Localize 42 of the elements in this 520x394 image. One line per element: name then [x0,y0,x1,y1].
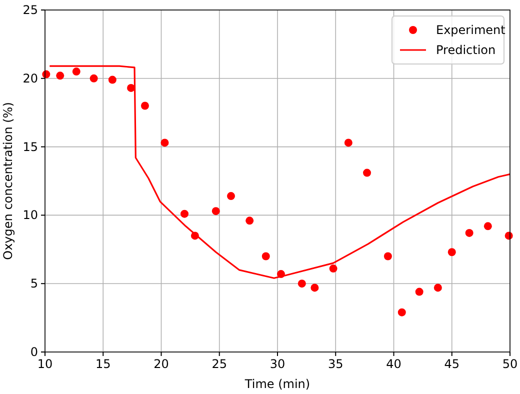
point [298,280,306,288]
point [108,76,116,84]
point [448,248,456,256]
point [72,68,80,76]
point [262,252,270,260]
point [384,252,392,260]
point [227,192,235,200]
line-series [48,65,511,279]
point [160,138,169,147]
y-tick-label: 20 [22,71,38,86]
x-tick-label: 50 [502,357,518,371]
point [363,168,372,177]
point [415,288,424,296]
x-tick-label: 30 [270,357,286,371]
point [246,216,254,225]
x-tick-label: 25 [212,357,228,371]
point [140,102,149,110]
y-tick-label: 5 [30,276,38,291]
x-tick-label: 15 [95,357,111,371]
y-tick-label: 10 [22,208,38,222]
x-tick-label: 35 [328,357,344,371]
point [329,264,338,273]
point [56,72,64,80]
y-tick-label: 0 [30,345,38,359]
point [344,138,352,147]
y-tick-label: 25 [22,3,38,17]
x-tick-label: 40 [386,357,402,371]
y-tick-label: 15 [22,140,38,154]
legend-label: Prediction [436,43,496,57]
x-axis-title: Time (min) [244,377,310,391]
point [398,308,406,316]
y-axis-title: Oxygen concentration (%) [1,102,15,260]
x-tick-label: 20 [154,357,169,371]
legend-label: Experiment [436,23,506,37]
point [212,207,220,216]
point [434,284,442,292]
point [484,222,492,230]
point [310,284,319,292]
point [465,228,474,237]
point [180,210,188,218]
point [90,74,98,82]
x-tick-label: 45 [444,357,460,371]
